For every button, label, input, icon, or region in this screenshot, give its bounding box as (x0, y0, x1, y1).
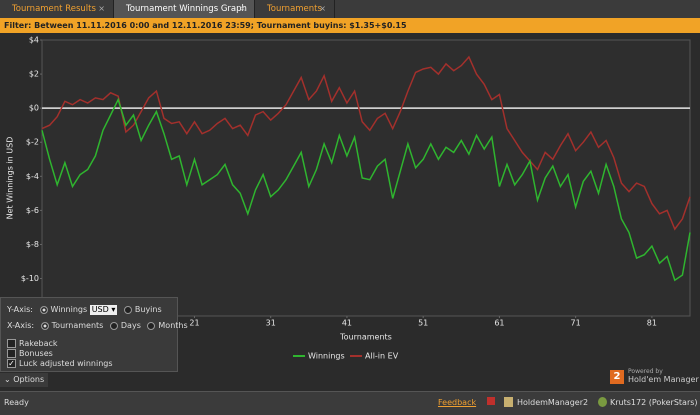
x-tick-label: 81 (647, 319, 657, 328)
tab-label: Tournament Winnings Graph (126, 4, 247, 14)
options-toggle[interactable]: ⌄ Options (0, 373, 48, 387)
y-tick-label: $-4 (26, 172, 39, 181)
toggle-label: Options (13, 375, 45, 384)
y-axis-label: Net Winnings in USD (6, 137, 15, 220)
checkbox-label: Bonuses (19, 349, 53, 358)
x-axis-label: Tournaments (339, 333, 392, 342)
logo: 2 Powered by Hold'em Manager (610, 368, 700, 388)
label: Y-Axis: (7, 305, 33, 314)
series-line (41, 97, 691, 282)
y-tick-label: $0 (29, 104, 39, 113)
radio[interactable] (40, 321, 49, 330)
x-axis-row: X-Axis: Tournaments Days Months (7, 320, 188, 332)
checkbox[interactable] (7, 349, 16, 358)
checkbox-row[interactable]: ✓ Luck adjusted winnings (7, 358, 113, 370)
x-tick-label: 71 (571, 319, 581, 328)
tab[interactable]: Tournament Winnings Graph × (114, 0, 255, 18)
radio-label: Tournaments (51, 321, 104, 330)
radio[interactable] (39, 305, 48, 314)
status-player: Kruts172 (PokerStars) (610, 398, 698, 407)
select-value: USD (91, 304, 109, 314)
radio[interactable] (147, 321, 156, 330)
series-line (41, 55, 691, 231)
x-tick-label: 61 (494, 319, 504, 328)
y-tick-label: $4 (29, 36, 39, 45)
y-tick-label: $-6 (26, 206, 39, 215)
checkbox-row[interactable]: Rakeback (7, 338, 58, 350)
radio-label: Winnings (50, 305, 88, 314)
tab-close[interactable]: × (239, 4, 246, 13)
tab-bar: Tournament Results × Tournament Winnings … (0, 0, 700, 18)
plot-area (41, 39, 691, 317)
tab-label: Tournament Results (12, 4, 96, 14)
logo-name: Hold'em Manager (628, 375, 699, 384)
player-icon (598, 397, 607, 407)
options-panel: Y-Axis: Winnings USD ▾ Buyins X-Axis: To… (0, 297, 188, 372)
app-icon (504, 397, 513, 407)
tab-close[interactable]: × (319, 4, 326, 13)
radio-label: Buyins (134, 305, 162, 314)
feedback-link[interactable]: Feedback (438, 398, 477, 407)
tab[interactable]: Tournament Results × (0, 0, 114, 18)
y-tick-label: $-10 (21, 274, 39, 283)
x-tick-label: 31 (266, 319, 276, 328)
y-tick-label: $-8 (26, 240, 39, 249)
flag-icon (487, 397, 495, 405)
y-tick-label: $2 (29, 70, 39, 79)
legend-label: Winnings (308, 352, 345, 361)
x-tick-label: 41 (342, 319, 352, 328)
x-tick-label: 51 (418, 319, 428, 328)
logo-badge: 2 (610, 370, 624, 384)
radio-label: Months (158, 321, 188, 330)
checkbox-row[interactable]: Bonuses (7, 348, 53, 360)
currency-select[interactable]: USD ▾ (89, 304, 118, 315)
tab-label: Tournaments (267, 4, 322, 14)
status-bar: Ready Feedback HoldemManager2 Kruts172 (… (0, 391, 700, 415)
radio[interactable] (109, 321, 118, 330)
status-app: HoldemManager2 (517, 398, 589, 407)
checkbox-label: Rakeback (19, 339, 58, 348)
checkbox[interactable]: ✓ (7, 359, 16, 368)
tab[interactable]: Tournaments × (255, 0, 335, 18)
logo-powered: Powered by (628, 368, 663, 375)
x-tick-label: 21 (189, 319, 199, 328)
checkbox-label: Luck adjusted winnings (19, 359, 113, 368)
label: X-Axis: (7, 321, 35, 330)
radio[interactable] (123, 305, 132, 314)
checkbox[interactable] (7, 339, 16, 348)
status-text: Ready (4, 398, 29, 407)
legend-label: All-in EV (365, 352, 399, 361)
radio-label: Days (120, 321, 141, 330)
y-axis-row: Y-Axis: Winnings USD ▾ Buyins (7, 304, 162, 316)
y-tick-label: $-2 (26, 138, 39, 147)
tab-close[interactable]: × (98, 4, 105, 13)
filter-bar: Filter: Between 11.11.2016 0:00 and 12.1… (0, 18, 700, 33)
